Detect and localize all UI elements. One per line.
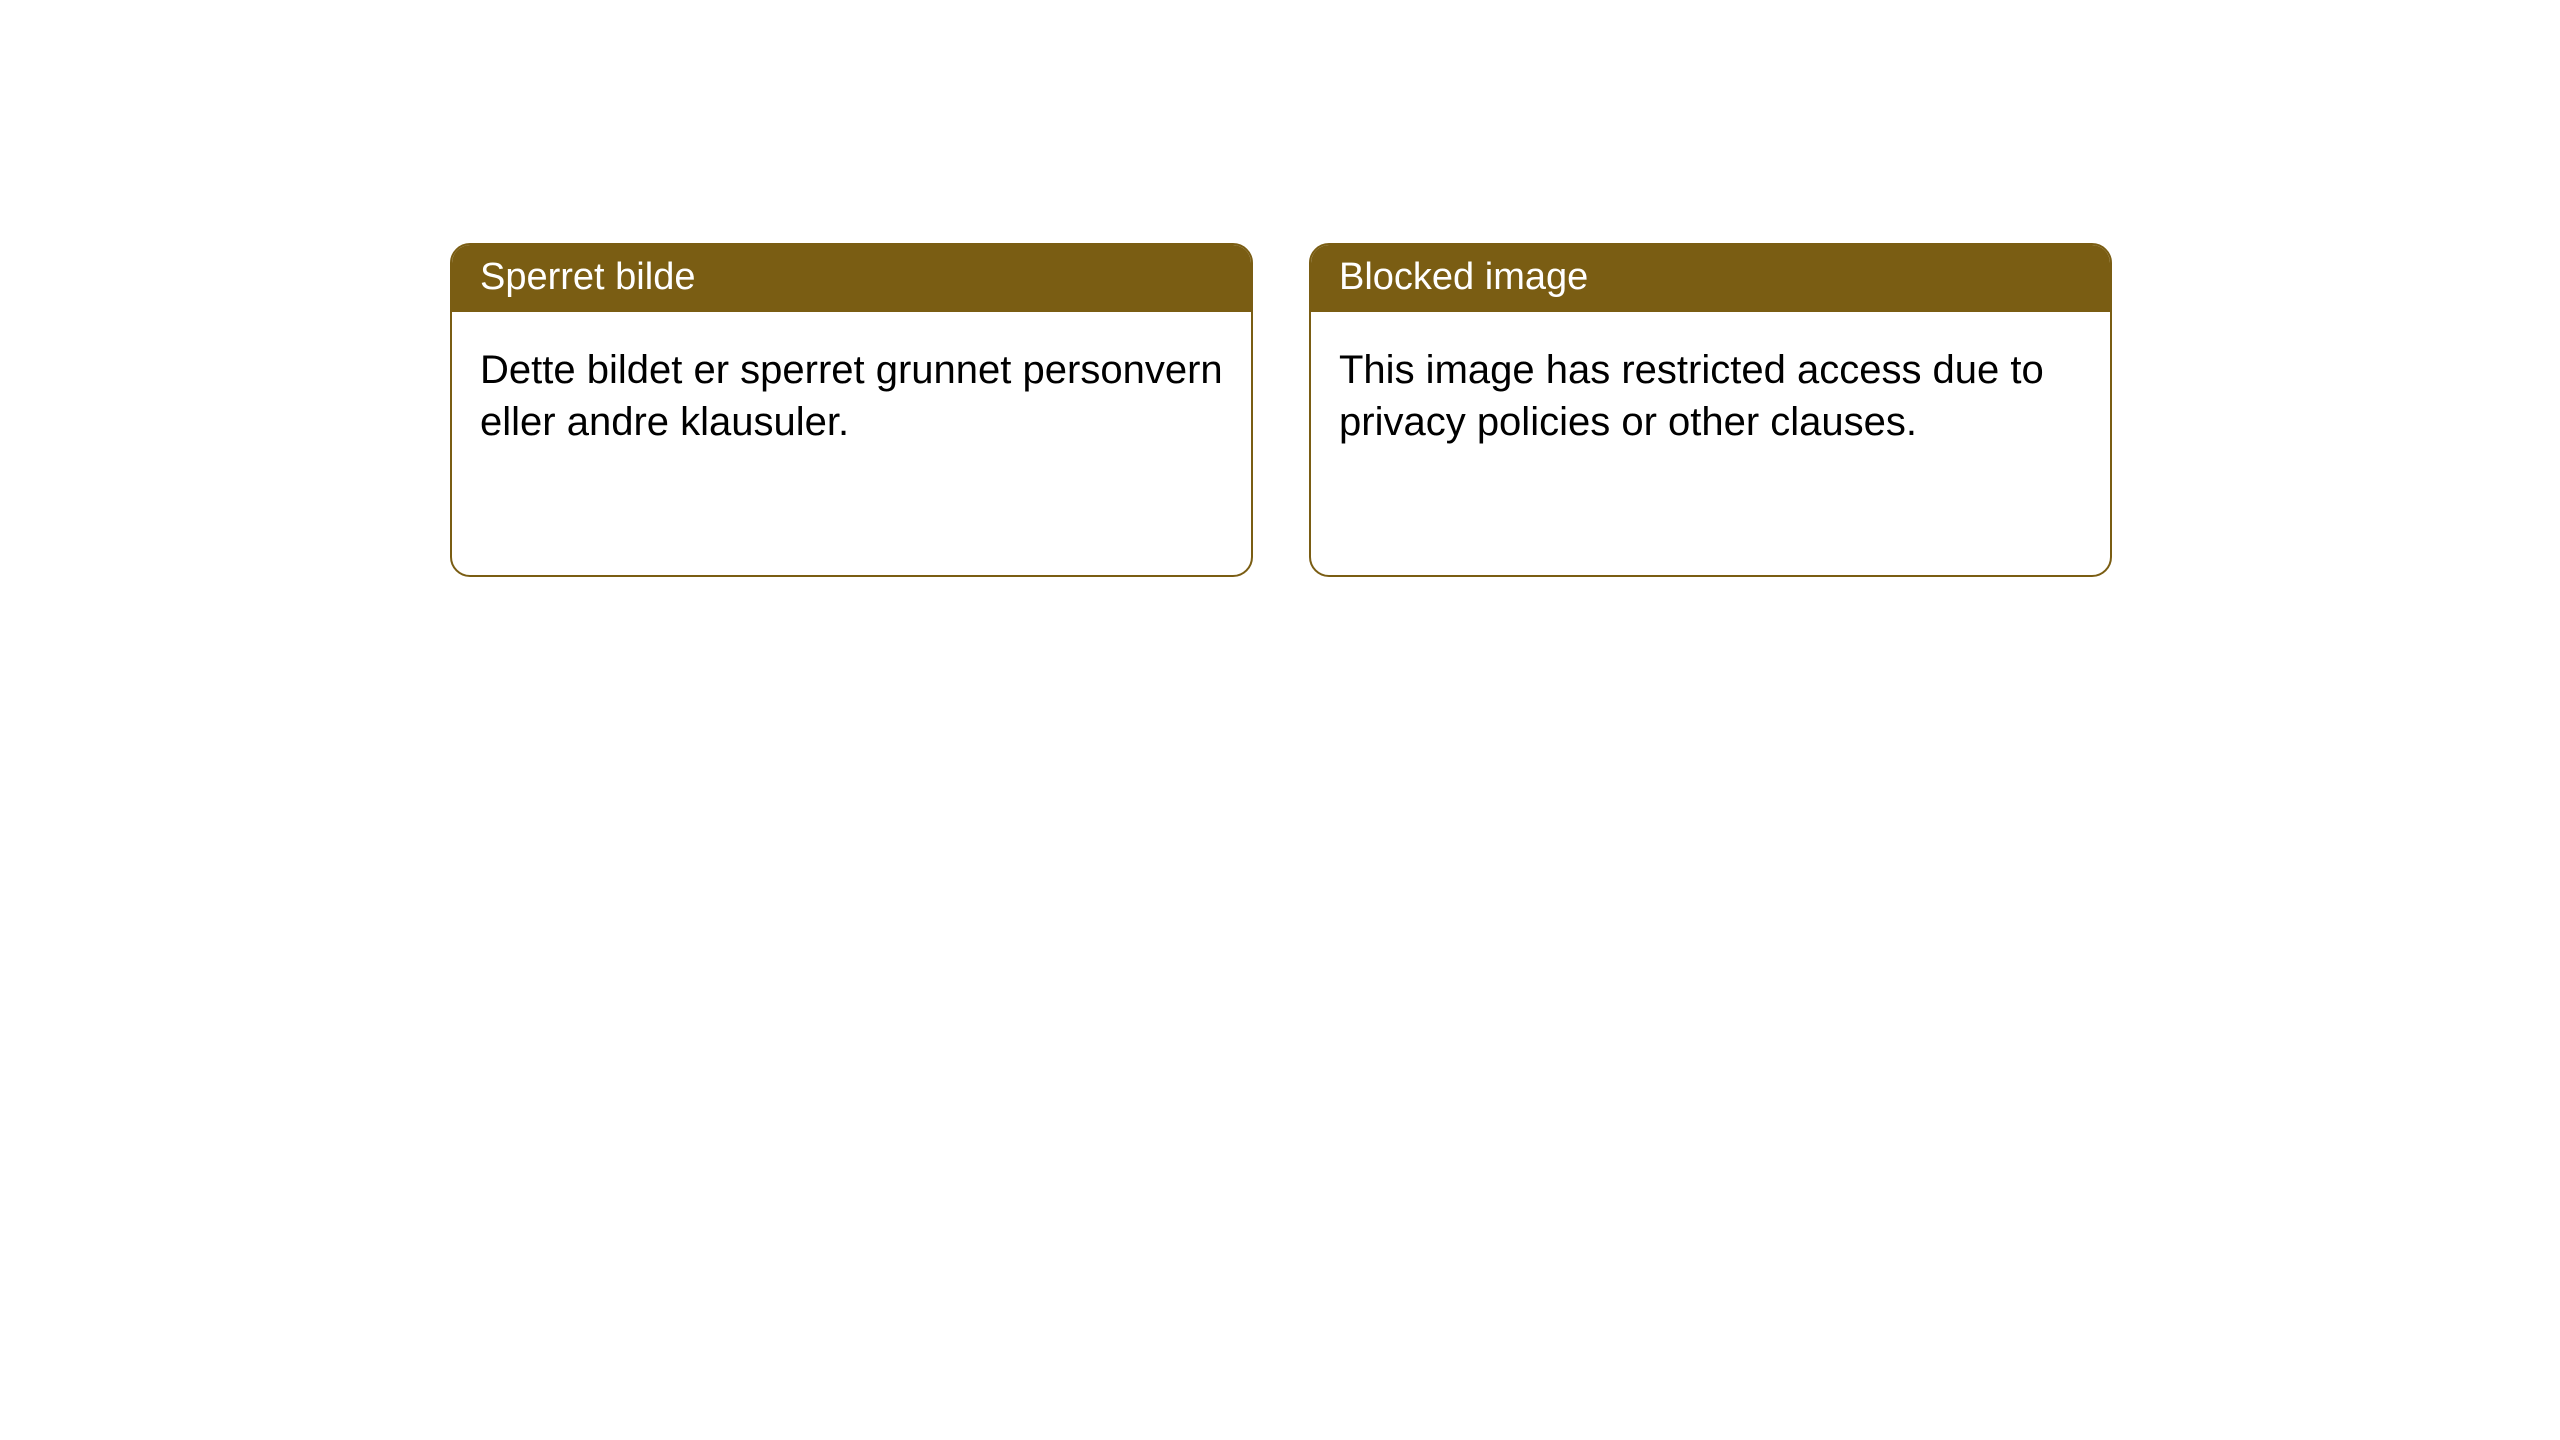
notice-body-norwegian: Dette bildet er sperret grunnet personve… [452, 312, 1251, 480]
notice-header-norwegian: Sperret bilde [452, 245, 1251, 312]
notice-card-norwegian: Sperret bilde Dette bildet er sperret gr… [450, 243, 1253, 577]
notice-header-english: Blocked image [1311, 245, 2110, 312]
notice-container: Sperret bilde Dette bildet er sperret gr… [450, 243, 2112, 577]
notice-body-english: This image has restricted access due to … [1311, 312, 2110, 480]
notice-card-english: Blocked image This image has restricted … [1309, 243, 2112, 577]
